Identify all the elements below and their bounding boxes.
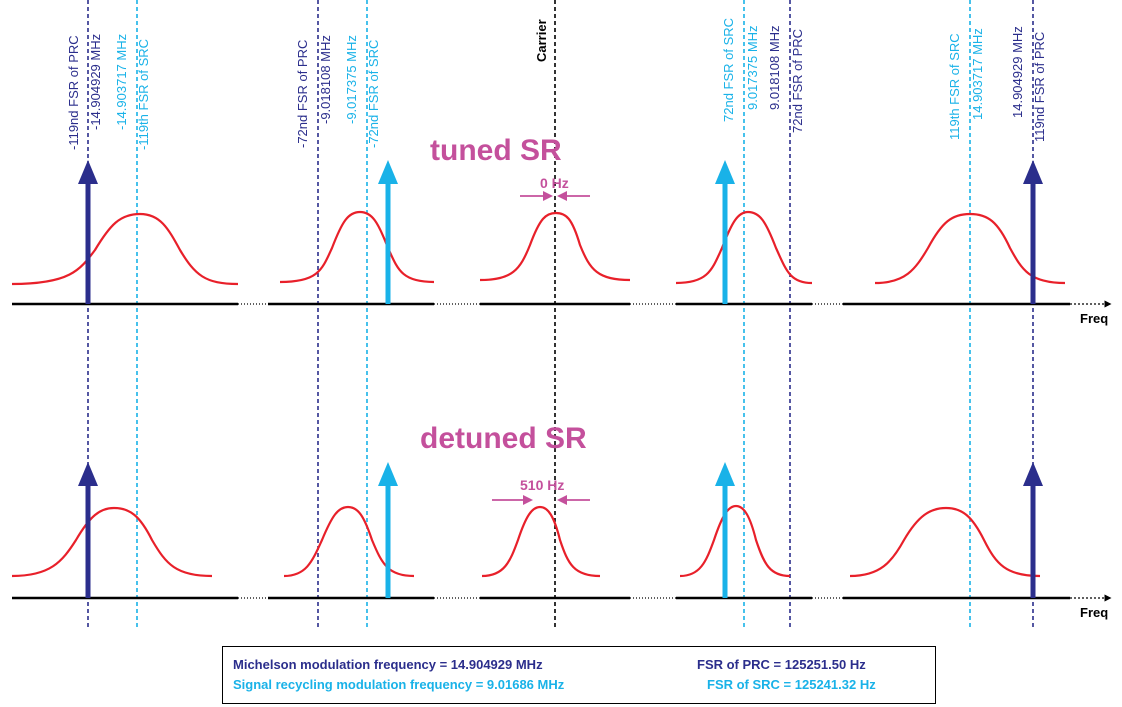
detuned-prc-plus119-arrowhead — [1023, 462, 1043, 486]
src-plus119-label-b: 14.903717 MHz — [970, 28, 985, 120]
prc-fsr-text: FSR of PRC = 125251.50 Hz — [697, 657, 866, 672]
src-plus119-label-a: 119th FSR of SRC — [947, 33, 962, 140]
tuned-title: tuned SR — [430, 134, 562, 167]
detuned-offset-arrowhead-right — [557, 495, 567, 505]
prc-plus119-label-a: 14.904929 MHz — [1010, 26, 1025, 118]
detuned-curve-plus72 — [679, 504, 791, 578]
prc-minus119-label-a: -119nd FSR of PRC — [66, 35, 81, 150]
tuned-curve-carrier — [479, 211, 631, 282]
detuned-title: detuned SR — [420, 422, 587, 455]
src-plus72-label-b: 9.017375 MHz — [745, 25, 760, 110]
carrier-label: Carrier — [534, 19, 549, 62]
signal-recycling-frequency-text: Signal recycling modulation frequency = … — [233, 677, 565, 692]
tuned-src-minus72-arrowhead — [378, 160, 398, 184]
tuned-curve-plus119 — [874, 212, 1066, 285]
tuned-offset-arrowhead-right — [557, 191, 567, 201]
prc-minus119-label-b: -14.904929 MHz — [88, 34, 103, 130]
prc-plus72-label-a: 9.018108 MHz — [767, 25, 782, 110]
detuned-panel: detuned SR 510 Hz Freq — [11, 422, 1112, 620]
michelson-frequency-text: Michelson modulation frequency = 14.9049… — [233, 657, 543, 672]
tuned-offset-arrowhead-left — [543, 191, 553, 201]
tuned-offset-label: 0 Hz — [540, 175, 569, 191]
prc-minus72-label-a: -72nd FSR of PRC — [295, 40, 310, 148]
detuned-freq-label: Freq — [1080, 605, 1108, 620]
detuned-offset-label: 510 Hz — [520, 477, 564, 493]
src-minus119-label-b: -119th FSR of SRC — [136, 39, 151, 150]
detuned-prc-minus119-arrowhead — [78, 462, 98, 486]
src-fsr-text: FSR of SRC = 125241.32 Hz — [707, 677, 876, 692]
tuned-prc-plus119-arrowhead — [1023, 160, 1043, 184]
src-minus119-label-a: -14.903717 MHz — [114, 34, 129, 130]
tuned-curve-plus72 — [675, 210, 813, 285]
tuned-prc-minus119-arrowhead — [78, 160, 98, 184]
rotated-labels: -119nd FSR of PRC -14.904929 MHz -14.903… — [66, 18, 1047, 150]
prc-minus72-label-b: -9.018108 MHz — [318, 35, 333, 124]
src-minus72-label-a: -9.017375 MHz — [344, 35, 359, 124]
prc-plus72-label-b: 72nd FSR of PRC — [790, 29, 805, 133]
tuned-src-plus72-arrowhead — [715, 160, 735, 184]
src-plus72-label-a: 72nd FSR of SRC — [721, 18, 736, 122]
tuned-curve-minus72 — [279, 210, 435, 284]
reference-lines — [87, 0, 1034, 627]
tuned-panel: tuned SR 0 Hz Freq — [11, 134, 1112, 326]
detuned-curve-plus119 — [849, 506, 1041, 578]
tuned-freq-label: Freq — [1080, 311, 1108, 326]
detuned-curve-minus119 — [11, 506, 213, 578]
detuned-curve-carrier — [481, 505, 601, 578]
detuned-src-plus72-arrowhead — [715, 462, 735, 486]
src-minus72-label-b: -72nd FSR of SRC — [366, 40, 381, 148]
detuned-offset-arrowhead-left — [523, 495, 533, 505]
tuned-curve-minus119 — [11, 212, 239, 286]
prc-plus119-label-b: 119nd FSR of PRC — [1032, 32, 1047, 142]
detuned-src-minus72-arrowhead — [378, 462, 398, 486]
detuned-curve-minus72 — [283, 505, 415, 578]
legend-box: Michelson modulation frequency = 14.9049… — [222, 646, 936, 704]
